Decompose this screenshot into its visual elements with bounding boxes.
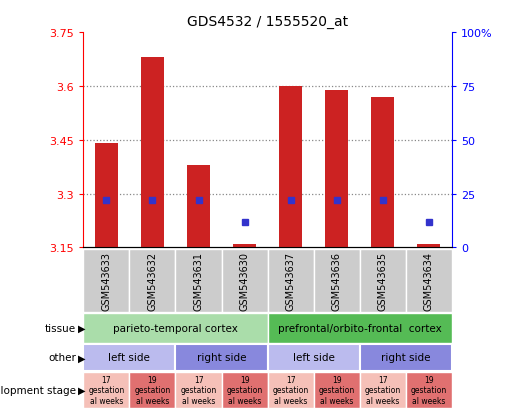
Text: ▶: ▶ [78, 385, 85, 395]
Bar [83, 344, 176, 371]
Text: GSM543635: GSM543635 [378, 252, 388, 310]
Text: 17
gestation
al weeks: 17 gestation al weeks [365, 375, 401, 405]
Text: GSM543630: GSM543630 [239, 252, 249, 310]
Text: right side: right side [197, 352, 246, 363]
Text: tissue: tissue [44, 323, 76, 333]
Bar [83, 372, 129, 408]
Text: left side: left side [293, 352, 335, 363]
Bar [325, 90, 348, 248]
Bar [279, 87, 302, 248]
Bar [95, 144, 118, 248]
Bar [360, 250, 406, 312]
Text: 19
gestation
al weeks: 19 gestation al weeks [226, 375, 263, 405]
Bar [314, 250, 360, 312]
Bar [129, 372, 176, 408]
Text: 17
gestation
al weeks: 17 gestation al weeks [273, 375, 309, 405]
Text: ▶: ▶ [78, 352, 85, 363]
Bar [268, 344, 360, 371]
Bar [406, 250, 452, 312]
Text: GSM543637: GSM543637 [286, 252, 296, 310]
Text: GSM543636: GSM543636 [332, 252, 342, 310]
Text: GSM543632: GSM543632 [147, 252, 158, 310]
Bar [83, 313, 268, 343]
Text: right side: right side [381, 352, 431, 363]
Text: transformed count: transformed count [90, 412, 187, 413]
Text: left side: left side [109, 352, 150, 363]
Bar [268, 313, 452, 343]
Bar [222, 250, 268, 312]
Bar [314, 372, 360, 408]
Text: parieto-temporal cortex: parieto-temporal cortex [113, 323, 238, 333]
Text: 17
gestation
al weeks: 17 gestation al weeks [88, 375, 125, 405]
Bar [233, 244, 256, 248]
Text: development stage: development stage [0, 385, 76, 395]
Bar [418, 244, 440, 248]
Bar [187, 166, 210, 248]
Bar [129, 250, 176, 312]
Text: 19
gestation
al weeks: 19 gestation al weeks [134, 375, 171, 405]
Bar [222, 372, 268, 408]
Bar [176, 344, 268, 371]
Bar [360, 372, 406, 408]
Text: 19
gestation
al weeks: 19 gestation al weeks [319, 375, 355, 405]
Bar [176, 250, 222, 312]
Bar [371, 97, 394, 248]
Bar [268, 250, 314, 312]
Bar [176, 372, 222, 408]
Bar [83, 250, 129, 312]
Bar [268, 372, 314, 408]
Text: 19
gestation
al weeks: 19 gestation al weeks [411, 375, 447, 405]
Bar [141, 58, 164, 248]
Text: other: other [48, 352, 76, 363]
Text: prefrontal/orbito-frontal  cortex: prefrontal/orbito-frontal cortex [278, 323, 442, 333]
Text: GSM543634: GSM543634 [424, 252, 434, 310]
Text: ▶: ▶ [78, 323, 85, 333]
Title: GDS4532 / 1555520_at: GDS4532 / 1555520_at [187, 15, 348, 29]
Text: GSM543631: GSM543631 [193, 252, 204, 310]
Bar [360, 344, 452, 371]
Text: GSM543633: GSM543633 [102, 252, 112, 310]
Text: 17
gestation
al weeks: 17 gestation al weeks [180, 375, 217, 405]
Bar [406, 372, 452, 408]
